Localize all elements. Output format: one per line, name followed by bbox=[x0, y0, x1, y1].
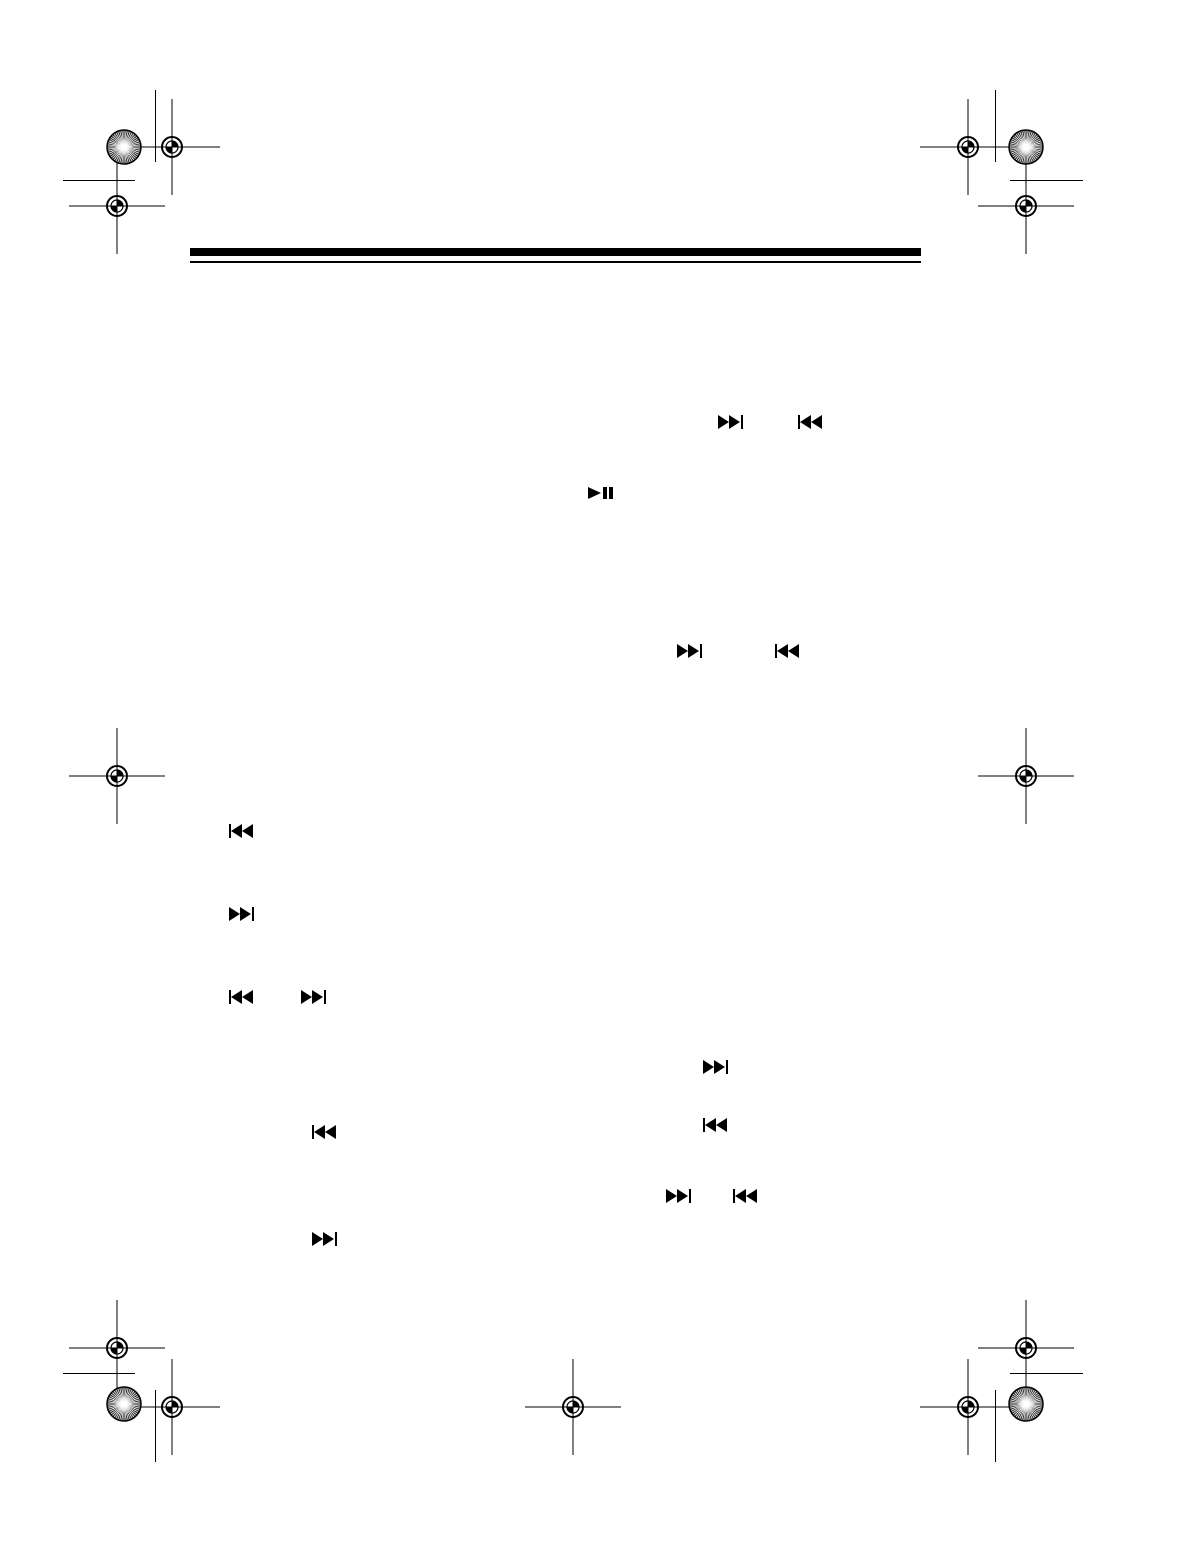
registration-mark bbox=[525, 1359, 621, 1455]
skip-back-icon bbox=[798, 415, 822, 429]
starburst-mark bbox=[1008, 1386, 1044, 1422]
crop-mark bbox=[995, 90, 996, 162]
skip-forward-icon bbox=[703, 1060, 728, 1074]
crop-mark bbox=[63, 180, 135, 181]
registration-mark bbox=[69, 158, 165, 254]
crop-mark bbox=[1010, 1373, 1083, 1374]
starburst-mark bbox=[106, 1386, 142, 1422]
starburst-mark bbox=[106, 129, 142, 165]
registration-mark bbox=[978, 728, 1074, 824]
skip-forward-icon bbox=[666, 1189, 691, 1203]
registration-mark bbox=[978, 1300, 1074, 1396]
header-rule-thin bbox=[190, 261, 921, 263]
crop-mark bbox=[63, 1373, 135, 1374]
skip-back-icon bbox=[733, 1189, 757, 1203]
crop-mark bbox=[995, 1390, 996, 1462]
registration-mark bbox=[124, 99, 220, 195]
registration-mark bbox=[920, 99, 1016, 195]
skip-forward-icon bbox=[677, 644, 702, 658]
registration-mark bbox=[69, 728, 165, 824]
skip-back-icon bbox=[775, 644, 799, 658]
skip-back-icon bbox=[229, 824, 253, 838]
skip-forward-icon bbox=[229, 907, 254, 921]
crop-mark bbox=[1010, 180, 1083, 181]
registration-mark bbox=[124, 1359, 220, 1455]
skip-forward-icon bbox=[312, 1232, 337, 1246]
registration-mark bbox=[978, 158, 1074, 254]
crop-mark bbox=[155, 90, 156, 162]
skip-forward-icon bbox=[718, 415, 743, 429]
skip-back-icon bbox=[703, 1118, 727, 1132]
crop-mark bbox=[155, 1390, 156, 1462]
header-rule-thick bbox=[190, 248, 921, 256]
skip-back-icon bbox=[312, 1125, 336, 1139]
skip-back-icon bbox=[229, 990, 253, 1004]
registration-mark bbox=[920, 1359, 1016, 1455]
registration-mark bbox=[69, 1300, 165, 1396]
play-pause-icon bbox=[588, 487, 613, 499]
starburst-mark bbox=[1008, 129, 1044, 165]
skip-forward-icon bbox=[301, 990, 326, 1004]
